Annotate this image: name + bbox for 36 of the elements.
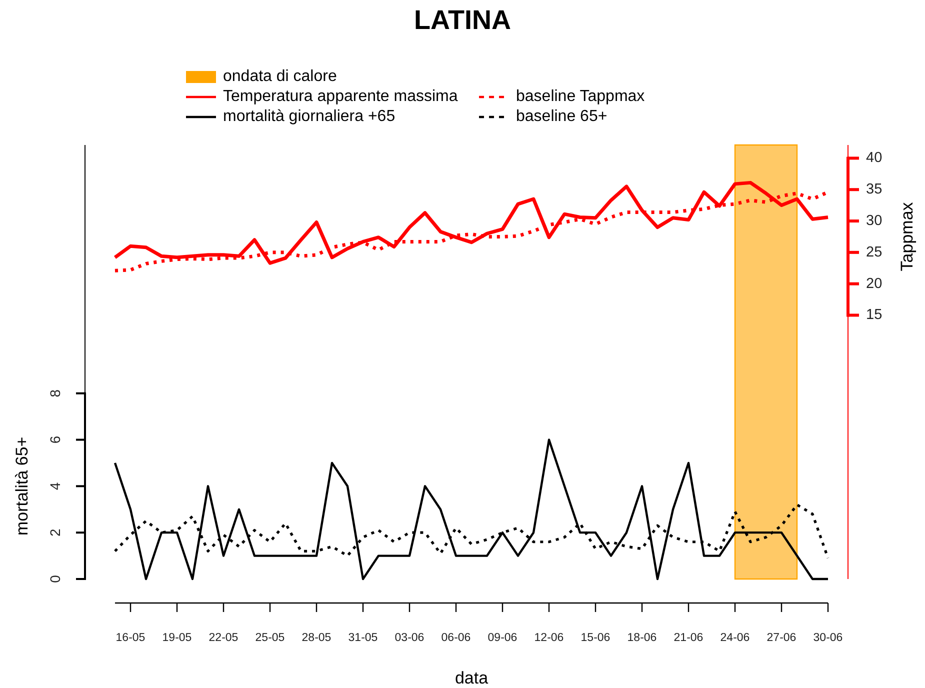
x-tick-label: 30-06 [813, 632, 843, 644]
x-tick-label: 27-06 [766, 632, 796, 644]
y2-tick-label: 40 [866, 150, 882, 166]
x-tick-label: 25-05 [255, 632, 285, 644]
x-tick-label: 22-05 [208, 632, 238, 644]
y2-tick-label: 20 [866, 276, 882, 292]
x-tick-label: 09-06 [488, 632, 518, 644]
x-tick-label: 19-05 [162, 632, 192, 644]
y2-axis-title: Tappmax [898, 202, 916, 272]
y-tick-label: 2 [47, 528, 63, 536]
y-tick-label: 6 [47, 436, 63, 444]
y2-tick-label: 35 [866, 182, 882, 198]
legend-label: Temperatura apparente massima [223, 88, 458, 105]
x-tick-label: 16-05 [116, 632, 146, 644]
x-tick-label: 24-06 [720, 632, 750, 644]
y-tick-label: 0 [47, 574, 63, 583]
x-tick-label: 06-06 [441, 632, 471, 644]
x-tick-label: 21-06 [674, 632, 704, 644]
x-tick-label: 15-06 [580, 632, 610, 644]
legend-label: mortalità giornaliera +65 [223, 108, 396, 125]
x-axis-title: data [454, 668, 489, 688]
legend-label: ondata di calore [223, 68, 337, 85]
x-tick-label: 18-06 [627, 632, 657, 644]
legend-label: baseline Tappmax [516, 88, 645, 105]
y2-tick-label: 15 [866, 307, 882, 324]
y2-tick-label: 25 [866, 244, 882, 260]
legend-label: baseline 65+ [516, 108, 608, 125]
y-tick-label: 8 [47, 389, 63, 398]
x-tick-label: 03-06 [394, 632, 424, 644]
x-tick-label: 31-05 [348, 632, 378, 644]
y2-tick-label: 30 [866, 212, 882, 229]
x-tick-label: 12-06 [534, 632, 564, 644]
chart-title: LATINA [414, 5, 511, 35]
y-axis-title: mortalità 65+ [12, 436, 32, 536]
x-tick-label: 28-05 [302, 632, 332, 644]
y-tick-label: 4 [47, 482, 63, 490]
